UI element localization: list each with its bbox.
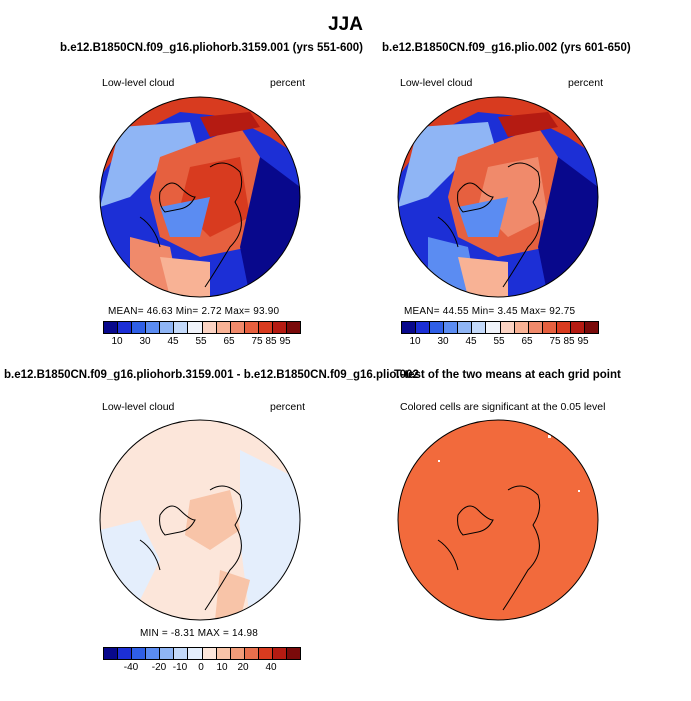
subtitle-bottom-right: Colored cells are significant at the 0.0… bbox=[400, 401, 606, 413]
main-title: JJA bbox=[328, 14, 363, 35]
tick: 55 bbox=[195, 336, 207, 347]
tick: 0 bbox=[198, 662, 204, 673]
panel-title-bottom-left: b.e12.B1850CN.f09_g16.pliohorb.3159.001 … bbox=[4, 369, 419, 381]
units-label-bottom-left: percent bbox=[270, 401, 306, 413]
tick: -40 bbox=[123, 662, 139, 673]
polar-map-bottom-left bbox=[99, 419, 301, 621]
polar-map-top-left bbox=[99, 96, 301, 298]
tick: 10 bbox=[111, 336, 123, 347]
variable-label-top-right: Low-level cloud bbox=[400, 77, 473, 89]
variable-label-bottom-left: Low-level cloud bbox=[102, 401, 175, 413]
tick: -20 bbox=[151, 662, 167, 673]
tick: 10 bbox=[216, 662, 228, 673]
tick: 10 bbox=[409, 336, 421, 347]
tick: 95 bbox=[279, 336, 291, 347]
tick: 65 bbox=[521, 336, 533, 347]
tick: 20 bbox=[237, 662, 249, 673]
panel-title-top-right: b.e12.B1850CN.f09_g16.plio.002 (yrs 601-… bbox=[382, 42, 631, 54]
colorbar-ticks-top-left: 10 30 45 55 65 75 85 95 bbox=[103, 336, 299, 348]
tick: 85 bbox=[563, 336, 575, 347]
polar-map-bottom-right bbox=[397, 419, 599, 621]
colorbar-top-left bbox=[103, 321, 301, 334]
variable-label-top-left: Low-level cloud bbox=[102, 77, 175, 89]
colorbar-top-right bbox=[401, 321, 599, 334]
tick: 40 bbox=[265, 662, 277, 673]
colorbar-ticks-bottom-left: -40 -20 -10 0 10 20 40 bbox=[103, 662, 299, 674]
polar-map-top-right bbox=[397, 96, 599, 298]
stats-top-left: MEAN= 46.63 Min= 2.72 Max= 93.90 bbox=[108, 306, 280, 317]
tick: 45 bbox=[465, 336, 477, 347]
colorbar-ticks-top-right: 10 30 45 55 65 75 85 95 bbox=[401, 336, 597, 348]
tick: -10 bbox=[172, 662, 188, 673]
tick: 55 bbox=[493, 336, 505, 347]
tick: 85 bbox=[265, 336, 277, 347]
tick: 75 bbox=[549, 336, 561, 347]
tick: 30 bbox=[437, 336, 449, 347]
tick: 95 bbox=[577, 336, 589, 347]
tick: 65 bbox=[223, 336, 235, 347]
tick: 75 bbox=[251, 336, 263, 347]
units-label-top-right: percent bbox=[568, 77, 604, 89]
stats-top-right: MEAN= 44.55 Min= 3.45 Max= 92.75 bbox=[404, 306, 576, 317]
colorbar-bottom-left bbox=[103, 647, 301, 660]
tick: 45 bbox=[167, 336, 179, 347]
panel-title-top-left: b.e12.B1850CN.f09_g16.pliohorb.3159.001 … bbox=[60, 42, 363, 54]
tick: 30 bbox=[139, 336, 151, 347]
stats-bottom-left: MIN = -8.31 MAX = 14.98 bbox=[140, 628, 258, 639]
panel-title-bottom-right: T-test of the two means at each grid poi… bbox=[394, 369, 621, 381]
units-label-top-left: percent bbox=[270, 77, 306, 89]
